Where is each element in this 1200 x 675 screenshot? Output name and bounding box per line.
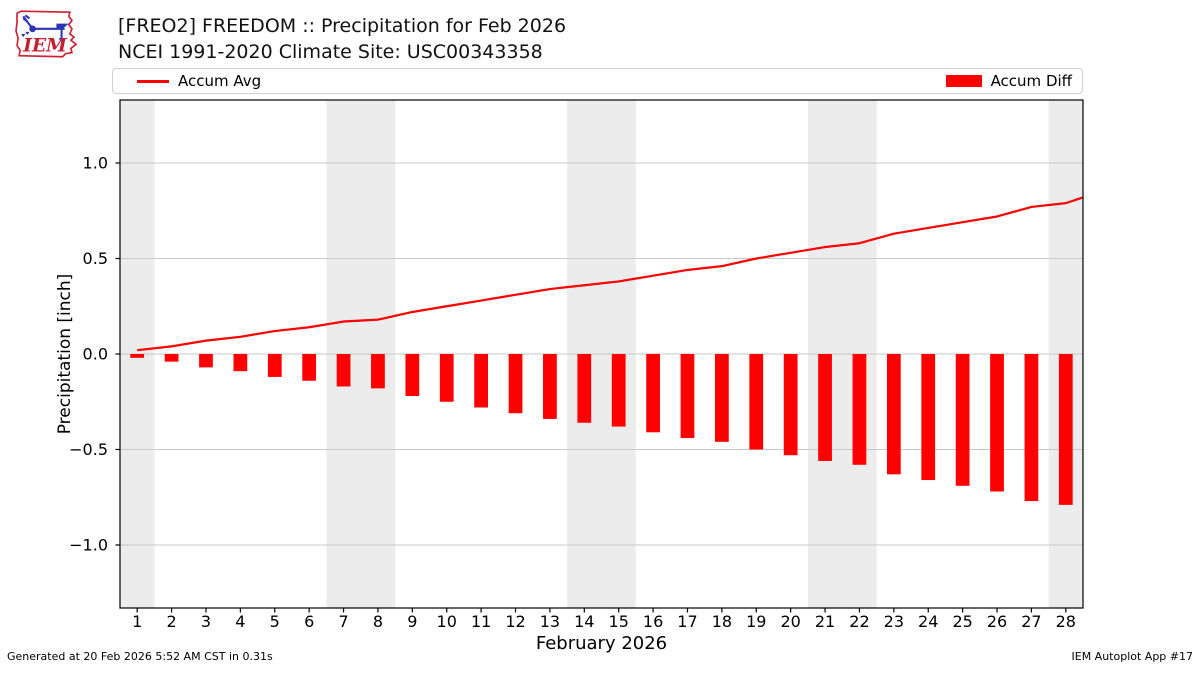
x-tick-label: 25 xyxy=(952,612,972,631)
accum-diff-bar xyxy=(302,354,317,381)
x-tick-label: 16 xyxy=(643,612,663,631)
accum-diff-bar-swatch xyxy=(945,75,982,87)
accum-diff-bar xyxy=(1058,354,1073,505)
accum-diff-bar xyxy=(405,354,420,397)
x-tick-label: 21 xyxy=(815,612,835,631)
x-tick-label: 27 xyxy=(1021,612,1041,631)
app-credit: IEM Autoplot App #17 xyxy=(1071,650,1194,663)
x-tick-label: 7 xyxy=(338,612,348,631)
y-tick-label: 0.0 xyxy=(83,345,108,364)
iowa-state-outline xyxy=(15,10,78,58)
accum-diff-bar xyxy=(474,354,489,408)
accum-diff-bar xyxy=(1024,354,1039,502)
x-tick-label: 6 xyxy=(304,612,314,631)
x-tick-label: 19 xyxy=(746,612,766,631)
accum-diff-bar xyxy=(543,354,557,419)
accum-diff-bar xyxy=(233,354,248,372)
x-tick-label: 9 xyxy=(407,612,417,631)
legend-label-accum-diff: Accum Diff xyxy=(990,72,1072,90)
accum-diff-bar xyxy=(611,354,626,427)
accum-diff-bar xyxy=(714,354,729,442)
generation-timestamp: Generated at 20 Feb 2026 5:52 AM CST in … xyxy=(7,650,273,663)
x-tick-label: 24 xyxy=(918,612,938,631)
legend-entry-accum-diff: Accum Diff xyxy=(945,72,1072,90)
logo-text: IEM xyxy=(22,35,68,57)
accum-diff-bar xyxy=(783,354,798,456)
x-tick-label: 11 xyxy=(471,612,491,631)
accum-diff-bar xyxy=(680,354,695,439)
iem-logo: IEM xyxy=(15,10,78,58)
weathervane-icon xyxy=(21,14,69,43)
x-tick-label: 1 xyxy=(132,612,142,631)
accum-diff-bar xyxy=(955,354,970,486)
legend-label-accum-avg: Accum Avg xyxy=(178,72,262,90)
x-tick-label: 12 xyxy=(505,612,525,631)
accum-diff-bar xyxy=(852,354,867,465)
accum-diff-bar xyxy=(577,354,592,423)
accum-diff-bar xyxy=(990,354,1004,492)
accum-diff-bar xyxy=(336,354,351,387)
x-tick-label: 4 xyxy=(235,612,245,631)
legend-entry-accum-avg: Accum Avg xyxy=(137,72,261,90)
y-tick-label: −1.0 xyxy=(69,535,108,554)
x-tick-label: 14 xyxy=(574,612,594,631)
x-tick-label: 28 xyxy=(1056,612,1076,631)
y-tick-label: 0.5 xyxy=(83,249,108,268)
accum-avg-line xyxy=(137,196,1084,352)
x-tick-label: 17 xyxy=(677,612,697,631)
x-tick-label: 15 xyxy=(609,612,629,631)
x-tick-label: 23 xyxy=(884,612,904,631)
y-tick-label: −0.5 xyxy=(69,440,108,459)
accum-diff-bar xyxy=(818,354,832,461)
x-tick-label: 20 xyxy=(780,612,800,631)
title-block: [FREO2] FREEDOM :: Precipitation for Feb… xyxy=(118,13,566,65)
accum-diff-bar xyxy=(267,354,282,377)
accum-diff-bar xyxy=(921,354,936,481)
accum-avg-line-swatch xyxy=(137,80,169,83)
x-tick-label: 3 xyxy=(201,612,211,631)
accum-diff-bar xyxy=(886,354,901,475)
accum-diff-bar xyxy=(199,354,213,368)
legend: Accum Avg Accum Diff xyxy=(112,68,1083,94)
accum-diff-bar xyxy=(130,354,145,358)
y-axis-label: Precipitation [inch] xyxy=(55,274,75,435)
accum-diff-bar xyxy=(439,354,454,402)
accum-diff-bar xyxy=(646,354,660,433)
accum-diff-bar xyxy=(749,354,764,450)
x-tick-label: 22 xyxy=(849,612,869,631)
x-tick-label: 10 xyxy=(437,612,457,631)
y-tick-label: 1.0 xyxy=(83,154,108,173)
x-tick-label: 26 xyxy=(987,612,1007,631)
x-tick-label: 2 xyxy=(166,612,176,631)
x-tick-label: 13 xyxy=(540,612,560,631)
accum-diff-bar xyxy=(371,354,385,389)
x-tick-label: 18 xyxy=(712,612,732,631)
chart-title: [FREO2] FREEDOM :: Precipitation for Feb… xyxy=(118,15,567,37)
accum-diff-bar xyxy=(164,354,179,362)
x-axis-label: February 2026 xyxy=(536,633,667,654)
accum-diff-bar xyxy=(508,354,523,414)
chart-subtitle: NCEI 1991-2020 Climate Site: USC00343358 xyxy=(118,41,543,63)
x-tick-label: 5 xyxy=(270,612,280,631)
x-tick-label: 8 xyxy=(373,612,383,631)
